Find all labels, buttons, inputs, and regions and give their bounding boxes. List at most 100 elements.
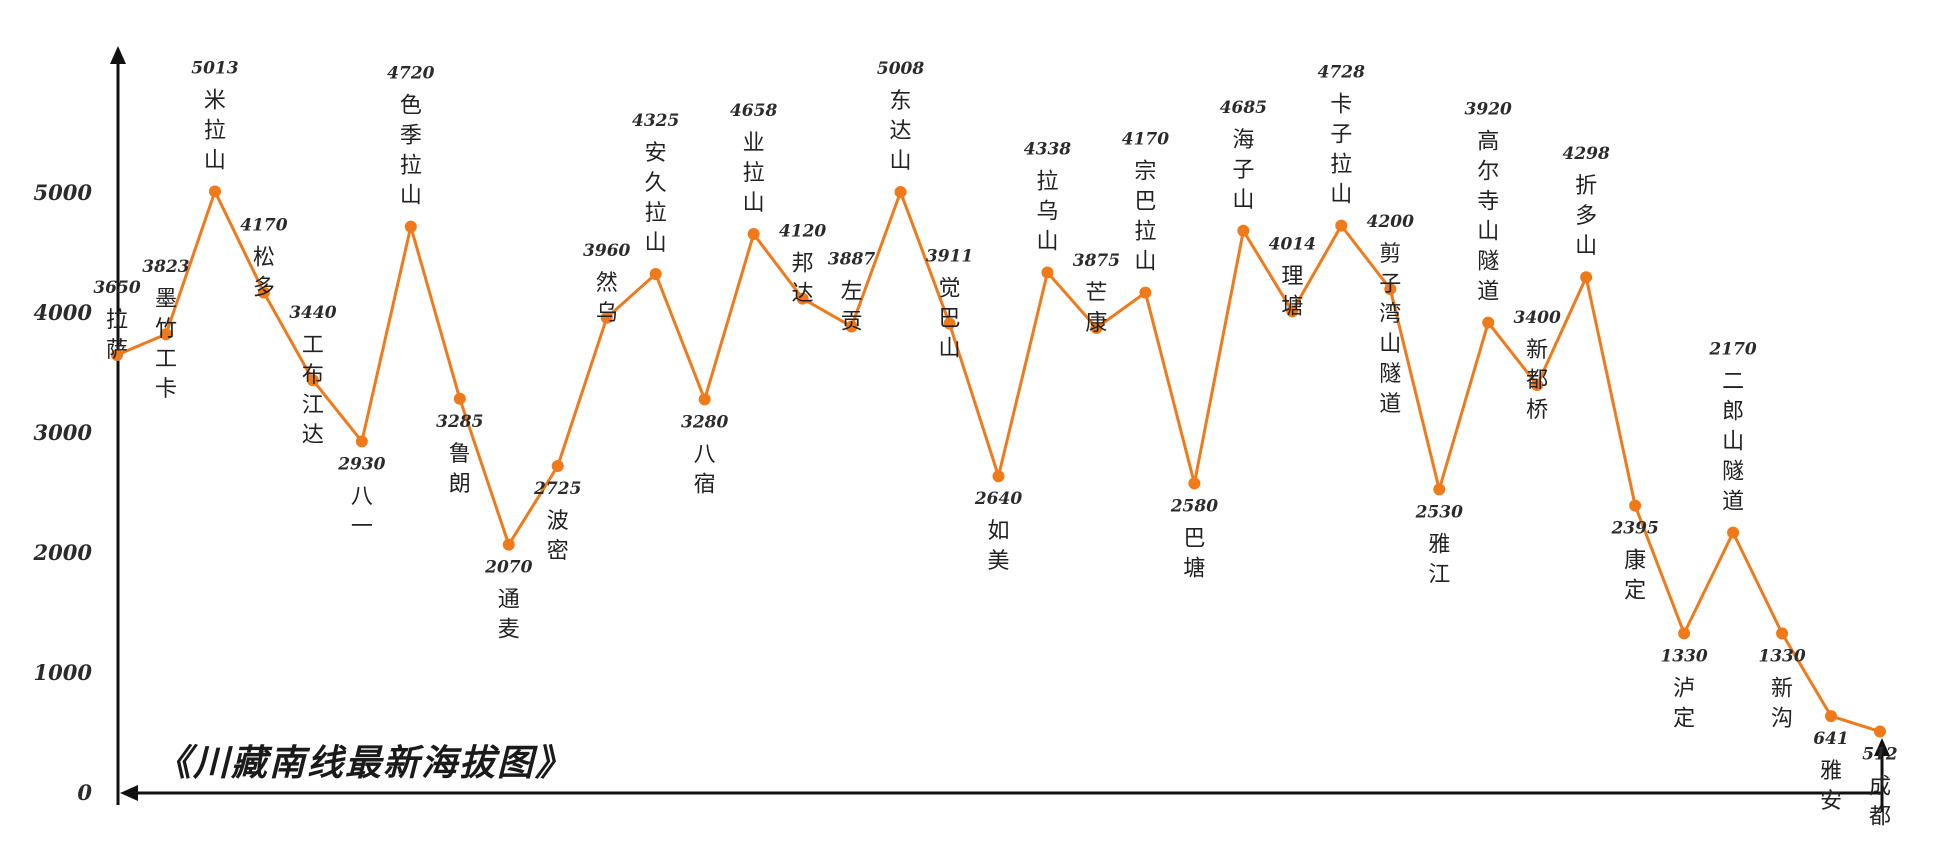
data-point-group: 512 成都 [1862,725,1898,830]
elevation-value-label: 2640 [974,489,1022,509]
place-name-label: 剪子湾山隧道 [1379,242,1401,417]
data-point-marker [404,220,417,233]
elevation-value-label: 3875 [1073,251,1120,271]
data-point-group: 641 雅安 [1813,710,1849,814]
elevation-value-label: 1330 [1758,646,1805,666]
elevation-value-label: 3911 [926,247,973,267]
place-name-label: 然乌 [596,271,618,326]
place-name-label: 拉萨 [106,308,128,363]
place-name-label: 理塘 [1281,264,1303,319]
elevation-value-label: 3440 [289,303,336,323]
elevation-value-label: 2725 [533,479,581,499]
y-axis-arrow-icon [110,46,126,64]
place-name-label: 东达山 [890,89,912,174]
place-name-label: 安久拉山 [645,141,667,256]
data-point-group: 4720 色季拉山 [387,64,435,233]
y-tick-labels: 0 1000 2000 3000 4000 5000 [33,180,93,805]
place-name-label: 芒康 [1085,281,1107,336]
place-name-label: 康定 [1624,549,1646,604]
data-point-marker [1188,477,1201,490]
place-name-label: 松多 [253,246,275,301]
data-point-group: 2640 如美 [974,470,1022,574]
place-name-label: 色季拉山 [400,94,422,209]
place-name-label: 通麦 [498,588,520,643]
data-point-marker [1237,224,1250,237]
data-point-group: 4658 业拉山 [730,101,777,241]
data-point-group: 3823 墨竹工卡 [142,257,189,402]
data-point-marker [502,538,515,551]
elevation-value-label: 2170 [1708,340,1756,360]
elevation-value-label: 3920 [1465,100,1512,120]
place-name-label: 拉乌山 [1036,169,1058,254]
place-name-label: 左贡 [841,280,863,335]
elevation-value-label: 5013 [191,58,238,78]
elevation-value-label: 4685 [1220,98,1267,118]
data-point-marker [1727,526,1740,539]
data-point-marker [453,392,466,405]
data-point-group: 4338 拉乌山 [1024,139,1071,279]
data-point-group: 2170 二郎山隧道 [1708,340,1757,539]
place-name-label: 如美 [987,519,1009,574]
data-point-marker [796,292,809,305]
elevation-value-label: 3400 [1514,308,1561,328]
data-point-group: 5008 东达山 [877,59,924,199]
data-point-group: 3440 工布江达 [289,303,336,448]
data-point-group: 2070 通麦 [484,538,533,643]
data-point-group: 4325 安久拉山 [632,111,679,280]
data-point-marker [1433,483,1446,496]
data-point-group: 4200 剪子湾山隧道 [1367,212,1414,417]
elevation-value-label: 4338 [1024,139,1071,159]
data-point-marker [1629,499,1642,512]
data-point-marker [600,311,613,324]
place-name-label: 工布江达 [302,333,324,448]
data-point-marker [1335,219,1348,232]
data-point-group: 3875 芒康 [1073,251,1120,336]
data-point-marker [747,228,760,241]
data-point-marker [1384,283,1397,295]
place-name-label: 觉巴山 [939,277,961,362]
elevation-value-label: 1330 [1660,646,1707,666]
place-name-label: 海子山 [1232,128,1254,213]
elevation-value-label: 4720 [387,64,434,84]
data-point-marker [894,186,907,199]
elevation-value-label: 3280 [681,412,728,432]
place-name-label: 雅江 [1428,532,1450,587]
elevation-value-label: 3285 [436,412,483,432]
elevation-value-label: 2580 [1170,496,1218,516]
data-point-marker [551,460,564,472]
data-point-group: 2580 巴塘 [1170,477,1218,581]
data-point-group: 3650 拉萨 [93,278,140,363]
elevation-value-label: 2070 [484,558,532,578]
data-point-marker [1776,627,1789,640]
data-point-group: 4170 松多 [240,216,287,301]
data-point-group: 2725 波密 [533,460,581,564]
data-point-marker [943,317,956,330]
place-name-label: 八宿 [694,442,716,497]
y-tick-label: 5000 [34,180,93,205]
elevation-value-label: 4200 [1367,212,1414,232]
elevation-value-label: 4298 [1563,144,1610,164]
data-point-group: 3920 高尔寺山隧道 [1465,100,1512,329]
data-point-marker [1482,316,1495,329]
place-name-label: 墨竹工卡 [155,287,177,402]
place-name-label: 业拉山 [743,131,765,216]
data-points: 3650 拉萨 3823 墨竹工卡 5013 米拉山 4170 松多 3440 工布江达 2930 八… [93,58,1898,829]
place-name-label: 卡子拉山 [1330,93,1352,208]
data-point-group: 3960 然乌 [583,241,630,326]
data-point-group: 3887 左贡 [828,250,875,335]
place-name-label: 雅安 [1820,759,1842,814]
place-name-label: 折多山 [1575,174,1597,259]
data-point-marker [1286,305,1299,318]
axes [110,46,1890,812]
elevation-value-label: 2930 [337,454,385,474]
elevation-value-label: 4325 [632,111,679,131]
elevation-value-label: 4120 [779,222,826,242]
y-tick-label: 0 [77,780,92,805]
data-point-marker [208,185,221,198]
elevation-value-label: 5008 [877,59,924,79]
data-point-marker [649,268,662,280]
data-point-group: 2930 八一 [337,435,386,539]
y-tick-label: 2000 [33,540,93,565]
data-point-marker [111,349,123,361]
